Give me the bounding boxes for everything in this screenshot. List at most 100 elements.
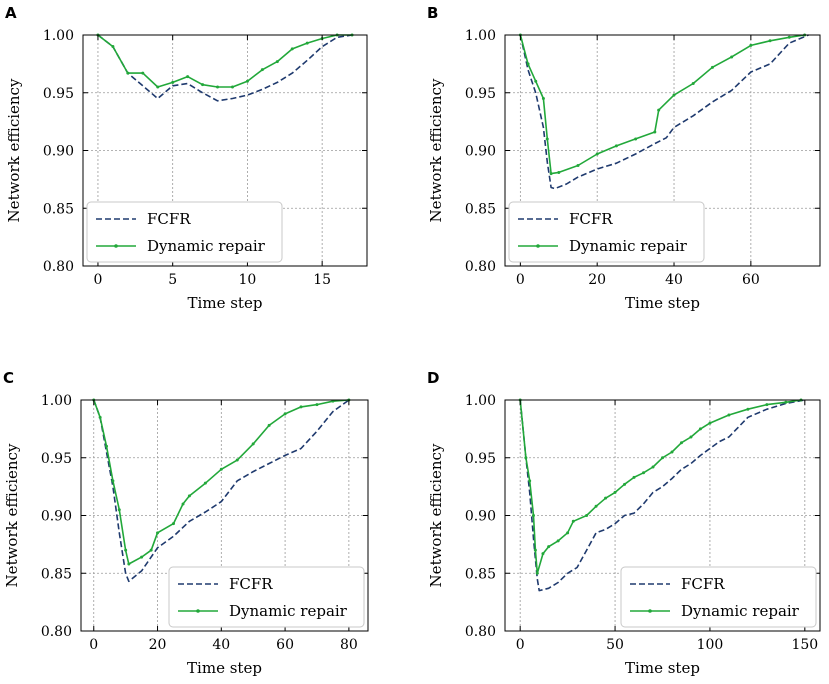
y-axis-label: Network efficiency — [427, 78, 445, 222]
x-tick-label: 40 — [665, 272, 683, 288]
data-point — [124, 548, 128, 552]
data-point — [653, 130, 657, 134]
data-point — [541, 97, 545, 101]
y-axis-label: Network efficiency — [5, 78, 23, 222]
series-line-fcfr — [97, 34, 353, 102]
data-point — [245, 79, 249, 83]
data-point — [98, 415, 102, 419]
data-point — [534, 79, 538, 83]
data-point — [305, 41, 309, 45]
y-tick-label: 1.00 — [43, 28, 74, 44]
data-point — [670, 450, 674, 454]
y-tick-label: 0.95 — [465, 86, 496, 102]
data-point — [127, 562, 131, 566]
panel-letter: D — [427, 369, 439, 387]
data-point — [181, 502, 185, 506]
y-tick-label: 0.95 — [41, 451, 72, 467]
data-point — [623, 482, 627, 486]
y-tick-label: 0.85 — [465, 201, 496, 217]
data-point — [299, 405, 303, 409]
data-point — [251, 442, 255, 446]
data-point — [746, 407, 750, 411]
data-point — [105, 444, 109, 448]
y-tick-label: 0.85 — [465, 566, 496, 582]
x-tick-label: 80 — [340, 637, 358, 653]
y-tick-label: 0.95 — [43, 86, 74, 102]
y-axis-label: Network efficiency — [427, 443, 445, 587]
x-tick-label: 20 — [588, 272, 606, 288]
legend-label: Dynamic repair — [681, 602, 800, 620]
series-line-dynamic-repair — [519, 34, 805, 175]
panel-letter: C — [3, 369, 14, 387]
panel-letter: A — [5, 4, 17, 22]
series-line-fcfr — [519, 34, 809, 190]
data-point — [535, 571, 539, 575]
data-point — [749, 43, 753, 47]
data-point — [171, 80, 175, 84]
data-point — [315, 403, 319, 407]
data-point — [710, 65, 714, 69]
data-point — [698, 427, 702, 431]
data-point — [140, 555, 144, 559]
series-line-fcfr — [93, 399, 350, 583]
y-tick-label: 0.90 — [465, 509, 496, 525]
legend-marker — [196, 609, 200, 613]
data-point — [679, 441, 683, 445]
x-tick-label: 0 — [89, 637, 98, 653]
data-point — [260, 68, 264, 72]
legend-label: Dynamic repair — [229, 602, 348, 620]
data-point — [186, 75, 190, 79]
data-point — [634, 137, 638, 141]
x-tick-label: 0 — [516, 272, 525, 288]
data-point — [642, 471, 646, 475]
data-point — [594, 504, 598, 508]
data-point — [730, 55, 734, 59]
x-axis-label: Time step — [625, 294, 700, 312]
x-tick-label: 60 — [276, 637, 294, 653]
data-point — [149, 548, 153, 552]
x-tick-label: 5 — [168, 272, 177, 288]
data-point — [556, 539, 560, 543]
legend-label: FCFR — [229, 575, 273, 593]
x-tick-label: 15 — [313, 272, 331, 288]
legend-label: Dynamic repair — [569, 237, 688, 255]
data-point — [632, 475, 636, 479]
x-axis-label: Time step — [187, 659, 262, 677]
x-tick-label: 60 — [742, 272, 760, 288]
y-tick-label: 1.00 — [465, 393, 496, 409]
series-line-fcfr — [519, 399, 805, 592]
data-point — [117, 508, 121, 512]
data-point — [283, 412, 287, 416]
data-point — [557, 170, 561, 174]
data-point — [126, 71, 130, 75]
data-point — [661, 456, 664, 460]
chart-panel-a: A 0 5 10 15 0.80 0.85 0.90 0.95 1.00 Time step Netw… — [5, 4, 368, 312]
data-point — [201, 83, 205, 87]
data-point — [531, 514, 535, 517]
data-point — [156, 85, 160, 89]
data-point — [216, 85, 220, 89]
data-point — [219, 467, 223, 471]
data-point — [526, 62, 530, 66]
data-point — [604, 496, 608, 500]
data-point — [171, 522, 175, 526]
chart-panel-b: B 0 20 40 60 0.80 0.85 0.90 0.95 1.00 Time step Net… — [427, 4, 821, 312]
data-point — [156, 531, 160, 535]
y-tick-label: 0.80 — [465, 624, 496, 640]
data-point — [768, 39, 772, 43]
x-tick-label: 40 — [212, 637, 230, 653]
legend-box — [508, 201, 705, 263]
data-point — [545, 137, 549, 141]
data-point — [230, 85, 234, 89]
legend-box — [620, 566, 817, 628]
data-point — [566, 531, 570, 535]
y-tick-label: 0.95 — [465, 451, 496, 467]
data-point — [576, 164, 580, 168]
chart-panel-d: D 0 50 100 150 0.80 0.85 0.90 0.95 1.00 Time step N… — [427, 369, 821, 677]
x-tick-label: 10 — [239, 272, 257, 288]
y-tick-label: 0.80 — [43, 259, 74, 275]
y-axis-label: Network efficiency — [3, 443, 21, 587]
legend-label: FCFR — [681, 575, 725, 593]
data-point — [727, 413, 731, 417]
